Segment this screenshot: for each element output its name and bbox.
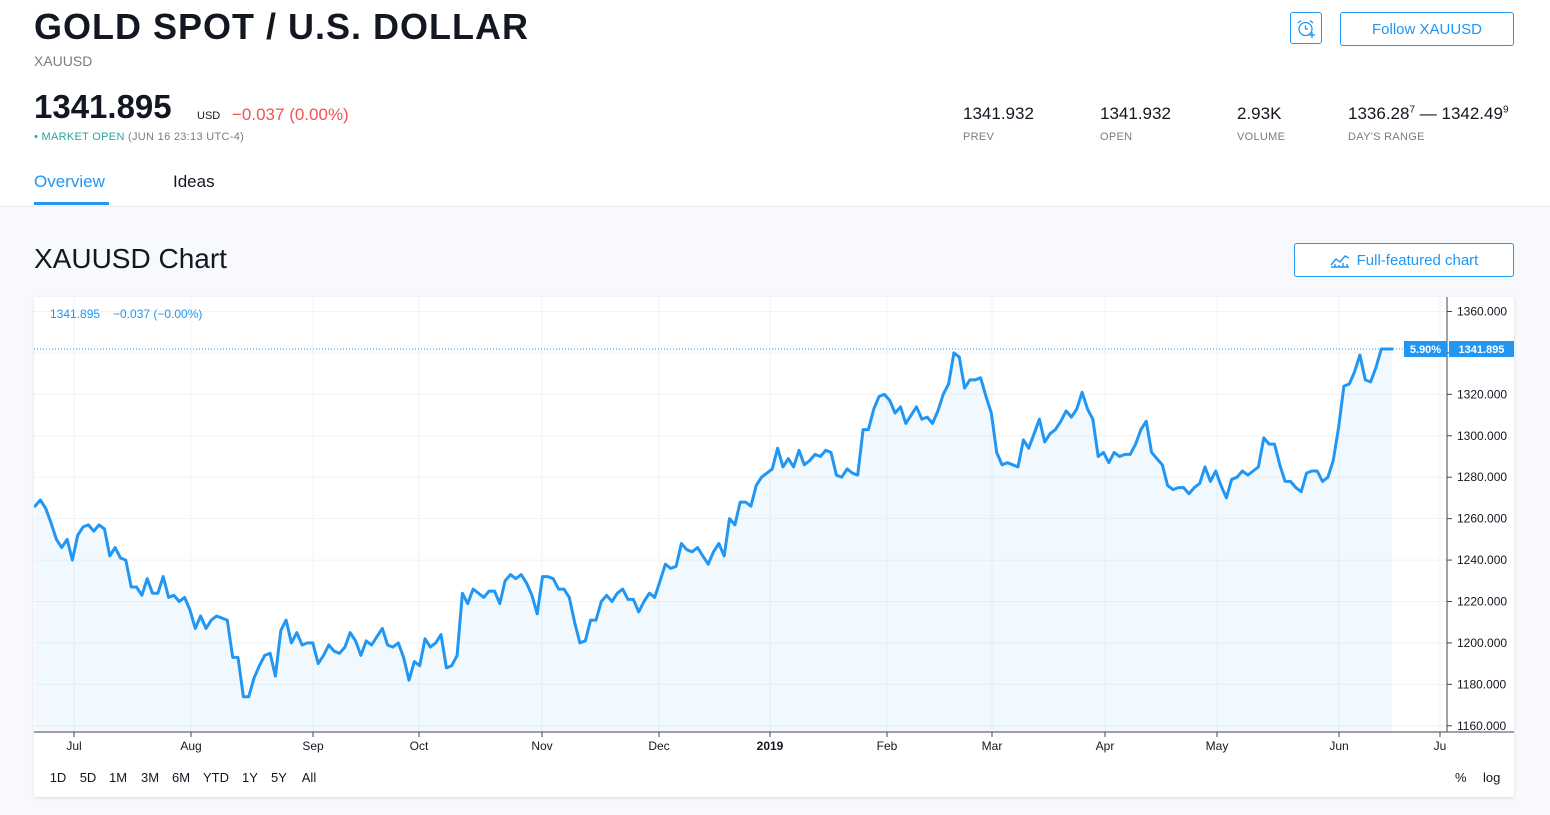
- add-alert-button[interactable]: [1290, 12, 1322, 44]
- percent-scale-toggle[interactable]: %: [1455, 770, 1467, 785]
- alarm-clock-plus-icon: [1297, 20, 1315, 38]
- time-tick-label: Oct: [410, 739, 429, 753]
- time-tick-label: Ju: [1434, 739, 1447, 753]
- time-axis[interactable]: Jul Aug Sep Oct Nov Dec 2019 Feb Mar Apr May Jun Ju: [66, 732, 1446, 753]
- price-axis[interactable]: 1160.000 1180.000 1200.000 1220.000 1240.000…: [1447, 305, 1507, 733]
- time-tick-label: Jun: [1329, 739, 1348, 753]
- tab-ideas[interactable]: Ideas: [173, 172, 215, 191]
- price-tick-label: 1220.000: [1457, 595, 1507, 609]
- time-tick-label: Mar: [982, 739, 1003, 753]
- log-scale-toggle[interactable]: log: [1483, 770, 1500, 785]
- days-range-high-sup: 9: [1502, 104, 1509, 116]
- chart-legend-price: 1341.895: [50, 307, 100, 321]
- stat-open-value: 1341.932: [1100, 104, 1171, 123]
- time-tick-label: Feb: [877, 739, 898, 753]
- price-tick-label: 1360.000: [1457, 305, 1507, 319]
- price-tick-label: 1160.000: [1457, 719, 1506, 733]
- percent-change-badge: [1404, 341, 1447, 358]
- symbol-title: GOLD SPOT / U.S. DOLLAR: [34, 6, 530, 47]
- price-chart[interactable]: 1160.000 1180.000 1200.000 1220.000 1240.000…: [33, 297, 1514, 797]
- last-price: 1341.895: [34, 88, 172, 125]
- time-tick-label: Nov: [531, 739, 552, 753]
- price-tick-label: 1180.000: [1457, 677, 1506, 691]
- market-status-dot: •: [34, 131, 39, 143]
- days-range-low: 1336.28: [1348, 104, 1410, 123]
- chart-line-icon: [1330, 255, 1349, 268]
- time-tick-label: Sep: [302, 739, 324, 753]
- stat-prev-label: PREV: [963, 131, 995, 143]
- price-tick-label: 1320.000: [1457, 387, 1507, 401]
- stat-open-label: OPEN: [1100, 131, 1133, 143]
- symbol-ticker: XAUUSD: [34, 53, 93, 69]
- time-tick-label: May: [1206, 739, 1229, 753]
- range-button-ytd[interactable]: YTD: [203, 770, 229, 785]
- chart-card: 1160.000 1180.000 1200.000 1220.000 1240.000…: [33, 297, 1514, 797]
- price-area: [35, 349, 1392, 732]
- full-featured-chart-label: Full-featured chart: [1356, 251, 1479, 269]
- market-status: • MARKET OPEN (JUN 16 23:13 UTC-4): [34, 131, 244, 143]
- price-tick-label: 1260.000: [1457, 512, 1507, 526]
- stat-days-range-value: 1336.287 — 1342.499: [1348, 104, 1509, 124]
- range-button-6m[interactable]: 6M: [172, 770, 190, 785]
- range-buttons: 1D 5D 1M 3M 6M YTD 1Y 5Y All: [50, 770, 317, 785]
- price-tick-label: 1280.000: [1457, 470, 1507, 484]
- time-tick-label: Jul: [66, 739, 81, 753]
- chart-section: XAUUSD Chart Full-featured chart 1160.00…: [0, 207, 1550, 815]
- time-tick-label: Apr: [1096, 739, 1115, 753]
- stat-prev-value: 1341.932: [963, 104, 1034, 123]
- tab-overview[interactable]: Overview: [34, 172, 105, 191]
- range-button-3m[interactable]: 3M: [141, 770, 159, 785]
- range-button-5y[interactable]: 5Y: [271, 770, 287, 785]
- active-tab-indicator: [34, 202, 109, 205]
- stat-volume: 2.93K VOLUME: [1237, 104, 1285, 143]
- chart-grid: [34, 297, 1447, 732]
- stat-days-range-label: DAY'S RANGE: [1348, 131, 1425, 143]
- time-tick-label: Aug: [180, 739, 201, 753]
- time-tick-label: Dec: [648, 739, 669, 753]
- range-button-1y[interactable]: 1Y: [242, 770, 258, 785]
- range-button-all[interactable]: All: [302, 770, 317, 785]
- range-button-5d[interactable]: 5D: [80, 770, 97, 785]
- market-status-time: (JUN 16 23:13 UTC-4): [128, 131, 245, 143]
- last-price-label: 5.90% 1341.895: [1404, 341, 1514, 358]
- chart-heading: XAUUSD Chart: [34, 243, 227, 274]
- range-button-1m[interactable]: 1M: [109, 770, 127, 785]
- price-tick-label: 1300.000: [1457, 429, 1507, 443]
- stat-open: 1341.932 OPEN: [1100, 104, 1171, 143]
- chart-legend-change: −0.037 (−0.00%): [113, 307, 202, 321]
- symbol-header: GOLD SPOT / U.S. DOLLAR XAUUSD 1341.895 …: [0, 0, 1550, 207]
- percent-change-text: 5.90%: [1410, 344, 1441, 356]
- stat-prev: 1341.932 PREV: [963, 104, 1034, 143]
- price-change: −0.037 (0.00%): [232, 105, 349, 124]
- full-featured-chart-button[interactable]: Full-featured chart: [1294, 243, 1514, 277]
- stat-volume-value: 2.93K: [1237, 104, 1282, 123]
- time-tick-label: 2019: [757, 739, 784, 753]
- price-currency: USD: [197, 110, 221, 122]
- last-price-badge-text: 1341.895: [1459, 344, 1505, 356]
- market-status-label: MARKET OPEN: [41, 131, 125, 143]
- range-button-1d[interactable]: 1D: [50, 770, 67, 785]
- last-price-badge: [1449, 341, 1514, 358]
- follow-button[interactable]: Follow XAUUSD: [1340, 12, 1514, 46]
- price-tick-label: 1200.000: [1457, 636, 1507, 650]
- price-series-line: [33, 347, 1394, 699]
- days-range-low-sup: 7: [1409, 104, 1416, 116]
- stat-days-range: 1336.287 — 1342.499 DAY'S RANGE: [1348, 104, 1509, 143]
- days-range-separator: —: [1419, 104, 1437, 123]
- price-tick-label: 1240.000: [1457, 553, 1507, 567]
- stat-volume-label: VOLUME: [1237, 131, 1286, 143]
- days-range-high: 1342.49: [1441, 104, 1503, 123]
